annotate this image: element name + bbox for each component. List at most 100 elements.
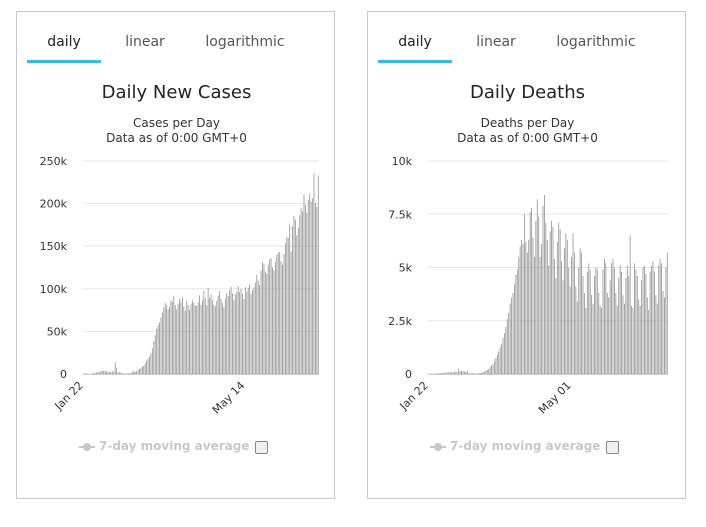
bar [180,302,182,374]
tab-logarithmic[interactable]: logarithmic [556,34,636,50]
legend-label[interactable]: 7-day moving average [99,439,250,453]
bar [575,286,577,374]
bar [279,252,281,374]
chart-subtitle: Cases per Day [133,116,220,130]
bar [140,367,142,374]
bar [585,307,587,374]
y-tick-label: 200k [40,198,68,211]
bar [465,371,467,374]
bar [131,372,133,374]
bar [572,233,574,374]
bar [237,286,239,374]
bar [468,373,470,374]
bar [191,300,193,374]
bar [273,270,275,374]
bar [296,235,298,374]
bar [449,372,451,374]
bar [292,226,293,374]
bar [529,212,531,374]
bar [247,287,249,374]
bar [564,248,565,374]
bar [93,372,95,374]
bar [199,295,200,374]
bar [176,309,178,374]
bar [605,263,607,374]
x-tick-label: Jan 22 [397,379,431,413]
bar [252,290,253,374]
bar [531,207,532,374]
tab-bar: daily linear logarithmic [378,32,676,74]
y-tick-label: 0 [60,368,67,381]
bar [99,372,100,374]
legend-label[interactable]: 7-day moving average [450,439,601,453]
tab-logarithmic[interactable]: logarithmic [205,34,285,50]
bar [257,280,259,374]
bar [625,278,627,374]
bar [164,302,166,374]
tab-daily[interactable]: daily [27,32,101,68]
bar [542,205,544,374]
bar [498,351,500,374]
bar [506,319,508,374]
bar [556,241,558,374]
bar [478,373,480,374]
bar [234,294,236,374]
bar [111,371,113,374]
bar [282,264,283,374]
bar [270,257,272,374]
tab-linear[interactable]: linear [476,34,516,50]
chart-panel-deaths: daily linear logarithmic Daily Deaths De… [367,11,686,499]
bar [494,361,495,374]
bar [139,368,140,374]
bar [582,276,584,374]
bar [641,280,642,374]
bar [634,263,635,374]
bar [119,372,120,374]
bar [661,263,662,374]
bar [511,297,512,374]
bar [209,298,211,374]
tab-daily[interactable]: daily [378,32,452,68]
bar [456,371,458,374]
bar [264,271,266,374]
moving-average-checkbox[interactable] [606,441,619,454]
bar [289,224,291,374]
bar [277,252,279,374]
bar [113,371,115,374]
bar [316,206,318,374]
bar [544,195,545,374]
bar [161,312,163,374]
bar [611,263,612,374]
bar [151,348,153,374]
bar [495,358,497,374]
bar [240,288,242,374]
moving-average-legend-icon [430,443,446,451]
bar [254,282,256,374]
bar [224,298,226,374]
bar [169,306,170,374]
bar [552,227,554,374]
bar [214,306,216,374]
bar [110,371,112,374]
bar [562,280,564,374]
bar [541,244,542,374]
bar [190,304,192,374]
bar [183,306,185,374]
bar [452,372,454,374]
bar [645,273,647,374]
bar [504,333,505,374]
bar [501,343,502,374]
bar [459,371,461,374]
bar [549,231,551,374]
bar [97,371,99,374]
bar [109,372,110,374]
bar [133,370,135,374]
bar [446,372,448,374]
moving-average-checkbox[interactable] [255,441,268,454]
tab-linear[interactable]: linear [125,34,165,50]
bar [149,356,150,374]
bar [568,267,570,374]
bar [283,254,285,374]
bar [250,294,252,374]
bar [150,353,152,374]
